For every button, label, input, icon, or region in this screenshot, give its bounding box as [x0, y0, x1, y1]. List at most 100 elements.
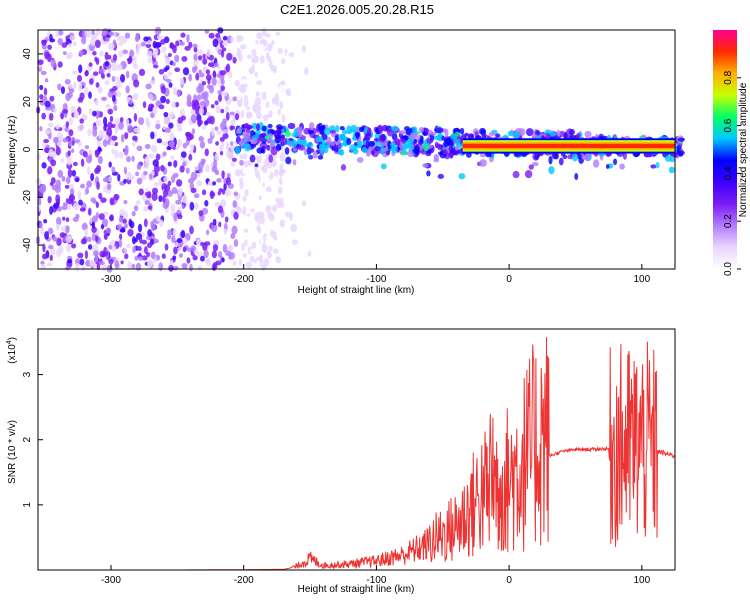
signal-blob: [276, 124, 283, 130]
noise-blob: [163, 176, 168, 183]
noise-blob: [275, 197, 280, 203]
signal-blob: [389, 142, 397, 147]
noise-blob: [219, 150, 224, 156]
noise-blob: [197, 251, 203, 257]
signal-blob: [571, 153, 578, 162]
noise-blob: [265, 185, 272, 193]
noise-blob: [113, 105, 118, 112]
noise-blob: [56, 216, 62, 226]
noise-blob: [174, 67, 181, 73]
signal-blob: [329, 129, 337, 134]
noise-blob: [182, 67, 190, 76]
noise-blob: [173, 212, 178, 222]
noise-blob: [232, 96, 238, 102]
signal-blob: [447, 152, 454, 158]
noise-blob: [138, 188, 144, 196]
noise-blob: [100, 197, 107, 203]
noise-blob: [118, 233, 123, 240]
noise-blob: [43, 139, 50, 144]
signal-blob: [380, 133, 386, 141]
noise-blob: [153, 182, 160, 187]
noise-blob: [249, 255, 255, 263]
noise-blob: [170, 203, 176, 213]
noise-blob: [243, 83, 248, 88]
signal-blob: [426, 139, 434, 144]
noise-blob: [225, 111, 230, 121]
signal-blob: [308, 129, 314, 135]
noise-blob: [193, 193, 200, 199]
noise-blob: [123, 247, 127, 253]
noise-blob: [55, 146, 61, 156]
signal-blob: [317, 155, 324, 160]
noise-blob: [173, 246, 178, 255]
snr-x-label: Height of straight line (km): [298, 584, 415, 595]
noise-blob: [95, 119, 102, 127]
noise-blob: [246, 111, 253, 119]
noise-blob: [168, 265, 174, 272]
noise-blob: [146, 50, 153, 58]
noise-blob: [90, 197, 96, 203]
noise-blob: [267, 212, 273, 218]
noise-blob: [261, 264, 266, 272]
noise-blob: [221, 170, 225, 180]
noise-blob: [261, 164, 268, 174]
signal-blob: [437, 173, 444, 179]
noise-blob: [190, 187, 197, 194]
noise-blob: [118, 41, 124, 47]
noise-blob: [193, 47, 198, 53]
snr-x-ticks: -300 -200 -100 0 100: [101, 565, 651, 586]
noise-blob: [48, 112, 54, 121]
noise-blob: [39, 222, 43, 229]
noise-blob: [198, 84, 204, 92]
noise-blob: [57, 206, 62, 212]
noise-blob: [103, 124, 107, 132]
x-tick-label: -200: [234, 274, 254, 285]
noise-blob: [231, 225, 238, 235]
noise-blob: [72, 202, 80, 211]
noise-blob: [64, 78, 71, 85]
noise-blob: [203, 98, 210, 107]
noise-blob: [167, 229, 173, 236]
noise-blob: [171, 101, 176, 109]
noise-blob: [136, 177, 143, 185]
noise-blob: [100, 72, 105, 79]
noise-blob: [86, 180, 93, 188]
noise-blob: [44, 129, 51, 135]
noise-blob: [44, 78, 49, 83]
noise-blob: [179, 77, 185, 85]
noise-blob: [72, 216, 79, 222]
noise-blob: [80, 158, 85, 167]
noise-blob: [204, 148, 209, 157]
signal-blob: [252, 134, 259, 140]
noise-blob: [301, 45, 306, 53]
noise-blob: [177, 187, 183, 197]
noise-blob: [120, 133, 125, 143]
noise-blob: [133, 58, 137, 67]
noise-blob: [81, 237, 87, 245]
noise-blob: [211, 77, 217, 86]
spectrogram-x-ticks: -300 -200 -100 0 100: [101, 264, 651, 285]
snr-line: [38, 337, 676, 571]
signal-blob: [256, 147, 264, 154]
signal-blob: [488, 132, 496, 137]
noise-blob: [123, 166, 128, 175]
noise-blob: [218, 250, 223, 258]
tone-band: [462, 143, 675, 149]
noise-blob: [270, 231, 277, 239]
noise-blob: [194, 65, 198, 71]
signal-blob: [434, 135, 441, 141]
noise-blob: [124, 32, 131, 39]
noise-blob: [206, 48, 211, 58]
noise-blob: [243, 98, 249, 107]
signal-blob: [254, 163, 259, 168]
noise-blob: [42, 142, 47, 147]
noise-blob: [180, 32, 186, 38]
signal-blob: [252, 123, 258, 128]
noise-blob: [53, 136, 59, 144]
noise-blob: [164, 243, 169, 251]
noise-blob: [43, 218, 48, 224]
noise-blob: [41, 39, 47, 46]
noise-blob: [286, 91, 292, 97]
signal-blob: [267, 123, 273, 129]
noise-blob: [197, 55, 203, 61]
